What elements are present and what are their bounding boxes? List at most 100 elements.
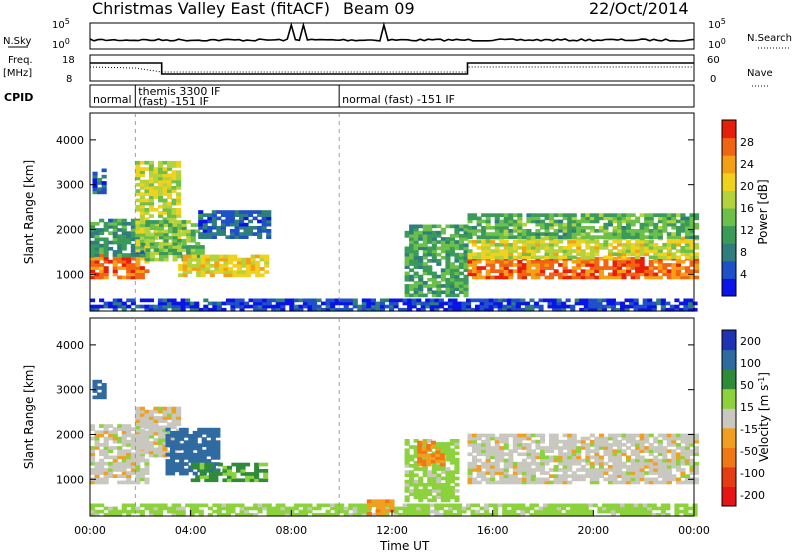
heatmap-cell (644, 219, 650, 224)
heatmap-cell (506, 512, 512, 517)
heatmap-cell (182, 270, 188, 274)
heatmap-cell (612, 225, 618, 230)
heatmap-cell (447, 304, 453, 309)
heatmap-cell (657, 216, 663, 221)
heatmap-cell (638, 512, 644, 517)
heatmap-cell (361, 506, 367, 511)
heatmap-cell (413, 464, 419, 468)
heatmap-cell (481, 266, 487, 270)
heatmap-cell (503, 452, 509, 457)
heatmap-cell (209, 257, 215, 262)
heatmap-cell (190, 248, 196, 252)
heatmap-cell (458, 255, 464, 260)
heatmap-cell (576, 474, 582, 478)
heatmap-cell (438, 506, 444, 511)
heatmap-cell (280, 307, 286, 312)
heatmap-cell (612, 213, 618, 217)
heatmap-cell (544, 242, 550, 247)
heatmap-cell (456, 301, 462, 306)
heatmap-cell (213, 478, 219, 483)
heatmap-cell (626, 433, 632, 438)
heatmap-cell (662, 246, 668, 250)
heatmap-cell (172, 229, 178, 234)
heatmap-cell (427, 240, 433, 244)
heatmap-cell (108, 433, 114, 438)
heatmap-cell (540, 232, 546, 236)
heatmap-cell (144, 236, 150, 240)
heatmap-cell (526, 474, 532, 478)
heatmap-cell (660, 509, 666, 514)
heatmap-cell (352, 512, 358, 517)
heatmap-cell (266, 216, 272, 221)
heatmap-cell (163, 254, 169, 259)
heatmap-cell (230, 301, 236, 306)
heatmap-cell (540, 452, 546, 457)
heatmap-cell (538, 509, 544, 514)
heatmap-cell (580, 225, 586, 230)
heatmap-cell (225, 216, 231, 221)
heatmap-cell (130, 307, 136, 312)
heatmap-cell (379, 307, 385, 312)
heatmap-cell (135, 266, 141, 270)
heatmap-cell (343, 509, 349, 514)
heatmap-cell (385, 508, 391, 513)
heatmap-cell (197, 459, 203, 463)
heatmap-cell (418, 262, 424, 266)
heatmap-cell (449, 234, 455, 238)
heatmap-cell (594, 446, 600, 450)
heatmap-cell (112, 225, 118, 229)
heatmap-cell (463, 249, 469, 254)
heatmap-cell (606, 506, 612, 511)
heatmap-cell (576, 446, 582, 450)
heatmap-cell (570, 304, 576, 309)
heatmap-cell (237, 267, 243, 271)
heatmap-cell (630, 461, 636, 466)
heatmap-cell (439, 462, 445, 467)
heatmap-cell (526, 229, 532, 233)
heatmap-cell (179, 471, 185, 476)
heatmap-cell (692, 301, 698, 306)
heatmap-cell (553, 222, 559, 227)
heatmap-cell (103, 256, 109, 261)
heatmap-cell (216, 225, 222, 230)
heatmap-cell (153, 170, 159, 174)
heatmap-cell (413, 293, 419, 298)
heatmap-cell (99, 480, 105, 485)
heatmap-cell (656, 512, 662, 517)
heatmap-cell (431, 486, 437, 490)
heatmap-cell (490, 461, 496, 466)
heatmap-cell (298, 298, 304, 303)
heatmap-cell (205, 257, 211, 262)
heatmap-cell (671, 263, 677, 267)
heatmap-cell (617, 239, 623, 244)
heatmap-cell (426, 453, 432, 457)
heatmap-cell (165, 471, 171, 476)
heatmap-cell (197, 443, 203, 448)
heatmap-cell (241, 270, 247, 274)
heatmap-cell (404, 259, 410, 263)
heatmap-cell (476, 252, 482, 256)
heatmap-cell (436, 293, 442, 298)
heatmap-cell (644, 461, 650, 466)
heatmap-cell (255, 267, 261, 271)
heatmap-cell (463, 290, 469, 295)
heatmap-cell (203, 298, 209, 303)
heatmap-cell (662, 225, 668, 230)
heatmap-cell (588, 304, 594, 309)
heatmap-cell (553, 436, 559, 441)
colorbar-tick-label: 28 (740, 136, 754, 149)
heatmap-cell (257, 503, 263, 508)
heatmap-cell (158, 189, 164, 193)
heatmap-cell (99, 424, 105, 428)
heatmap-cell (167, 164, 173, 168)
heatmap-cell (186, 229, 192, 234)
heatmap-cell (481, 464, 487, 469)
heatmap-cell (607, 266, 613, 270)
heatmap-cell (549, 474, 555, 478)
heatmap-cell (103, 240, 109, 245)
heatmap-cell (576, 252, 582, 256)
heatmap-cell (216, 210, 222, 214)
heatmap-cell (571, 477, 577, 482)
heatmap-cell (642, 307, 648, 312)
heatmap-cell (571, 439, 577, 444)
